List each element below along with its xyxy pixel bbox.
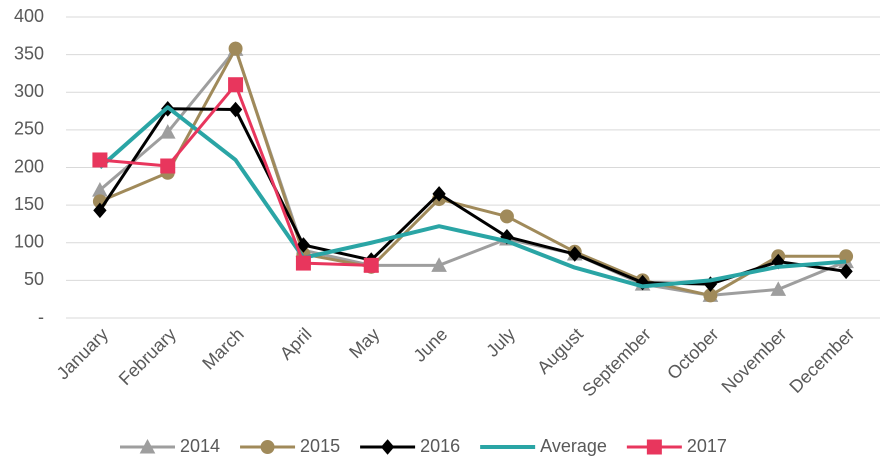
x-tick-label: January [53,324,112,383]
marker [770,281,787,296]
y-tick-label: 350 [14,43,44,63]
marker [568,246,582,262]
legend-label: 2017 [687,436,727,456]
x-tick-label: March [198,324,248,374]
marker [139,438,156,454]
marker [635,274,650,291]
x-tick-label: October [663,324,722,383]
marker [646,439,662,455]
legend-item: 2014 [120,436,220,456]
marker [159,124,176,139]
x-tick-label: December [785,324,858,397]
x-tick-label: November [718,324,791,397]
marker [93,202,107,219]
legend-item: 2017 [626,436,727,456]
x-tick-label: July [482,324,519,361]
marker [499,209,514,224]
y-tick-label: 150 [14,194,44,214]
y-tick-label: 100 [14,232,44,252]
y-tick-label: 200 [14,156,44,176]
y-tick-label: 300 [14,81,44,101]
x-tick-label: April [276,324,316,364]
marker [228,41,243,56]
x-tick-label: February [115,324,180,389]
marker [363,257,379,273]
marker [160,158,176,174]
marker [380,439,395,455]
x-tick-label: June [410,324,452,366]
series-line [99,47,847,297]
legend-item: 2015 [240,436,340,456]
legend-label: 2014 [180,436,220,456]
legend-label: Average [540,436,607,456]
marker [432,186,446,202]
x-tick-label: May [345,324,383,362]
marker [228,101,243,118]
legend-item: 2016 [360,436,460,456]
marker [431,257,447,272]
series-line [98,47,847,297]
x-tick-label: August [533,324,587,378]
legend-label: 2016 [420,436,460,456]
marker [260,440,275,454]
marker [295,255,311,271]
x-tick-label: September [578,324,654,400]
series-line [98,105,847,289]
y-tick-label: - [38,307,44,327]
y-tick-label: 250 [14,119,44,139]
y-tick-label: 400 [14,6,44,26]
series-line [98,107,847,286]
y-tick-label: 50 [24,269,44,289]
marker [92,152,108,168]
legend-item: Average [480,436,607,456]
marker [228,77,244,93]
marker [839,263,853,280]
marker [296,237,311,253]
legend-label: 2015 [300,436,340,456]
